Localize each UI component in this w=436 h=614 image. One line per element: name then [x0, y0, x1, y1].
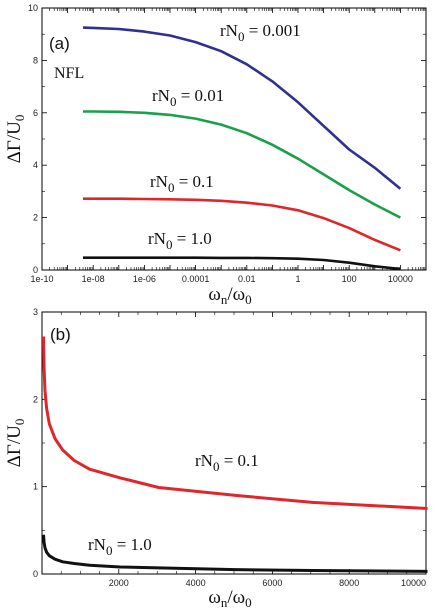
x-tick-label: 2000	[109, 578, 129, 588]
panel-a-series-label-1: rN0 = 0.01	[152, 86, 224, 109]
panel-a-series-line-0	[82, 26, 402, 190]
panel-b-series-line-1	[42, 534, 428, 573]
y-tick-label: 0	[33, 569, 38, 579]
y-tick-label: 6	[33, 108, 38, 118]
y-tick-label: 2	[33, 394, 38, 404]
x-tick-label: 100	[342, 274, 357, 284]
panel-a-series-line-3	[83, 256, 401, 271]
panel-b-ticks: 2000 4000 6000 8000 10000 0 1 2 3	[33, 307, 426, 588]
x-tick-label: 1e-08	[82, 274, 105, 284]
panel-a-minor-ticks	[41, 8, 426, 270]
y-tick-label: 0	[33, 265, 38, 275]
panel-a-series	[82, 26, 402, 271]
x-tick-label: 4000	[186, 578, 206, 588]
panel-b-series-label-0: rN0 = 0.1	[195, 451, 259, 474]
y-tick-label: 8	[33, 55, 38, 65]
x-tick-label: 1e-06	[133, 274, 156, 284]
x-tick-label: 6000	[262, 578, 282, 588]
x-tick-label: 0.01	[238, 274, 256, 284]
panel-b-series-label-1: rN0 = 1.0	[88, 535, 152, 558]
panel-a: 1e-10 1e-08 1e-06 0.0001 0.01 1 100 10000 0 2 4 6 8 1…	[4, 3, 427, 307]
x-tick-label: 1e-10	[30, 274, 53, 284]
panel-a-series-label-0: rN0 = 0.001	[220, 21, 301, 44]
x-tick-label: 1	[295, 274, 300, 284]
y-tick-label: 10	[28, 3, 38, 13]
panel-a-series-label-3: rN0 = 1.0	[148, 229, 212, 252]
panel-b-y-axis-label: ΔΓ/U0	[4, 419, 27, 468]
panel-a-x-axis-label: ωn/ω0	[208, 284, 251, 307]
panel-a-series-line-1	[83, 110, 401, 219]
x-tick-label: 8000	[339, 578, 359, 588]
panel-a-y-axis-label: ΔΓ/U0	[4, 115, 27, 164]
panel-a-note: NFL	[54, 65, 84, 82]
x-tick-label: 0.0001	[182, 274, 210, 284]
panel-b-series	[42, 336, 428, 573]
panel-b-series-labels: rN0 = 0.1 rN0 = 1.0	[88, 451, 259, 558]
x-tick-label: 10000	[401, 578, 426, 588]
x-tick-label: 10000	[388, 274, 413, 284]
panel-a-label: (a)	[49, 34, 70, 53]
y-tick-label: 3	[33, 307, 38, 317]
panel-b-x-axis-label: ωn/ω0	[208, 587, 251, 610]
panel-a-series-line-2	[83, 197, 401, 252]
panel-a-frame	[41, 7, 427, 271]
panel-a-series-labels: rN0 = 0.001 rN0 = 0.01 rN0 = 0.1 rN0 = 1.0	[148, 21, 301, 252]
y-tick-label: 1	[33, 482, 38, 492]
panel-a-ticks: 1e-10 1e-08 1e-06 0.0001 0.01 1 100 10000 0 2 4 6 8 1…	[28, 3, 426, 284]
panel-b-series-line-0	[42, 336, 428, 510]
panel-a-series-label-2: rN0 = 0.1	[150, 172, 214, 195]
y-tick-label: 2	[33, 213, 38, 223]
panel-b-label: (b)	[50, 325, 71, 344]
y-tick-label: 4	[33, 160, 38, 170]
